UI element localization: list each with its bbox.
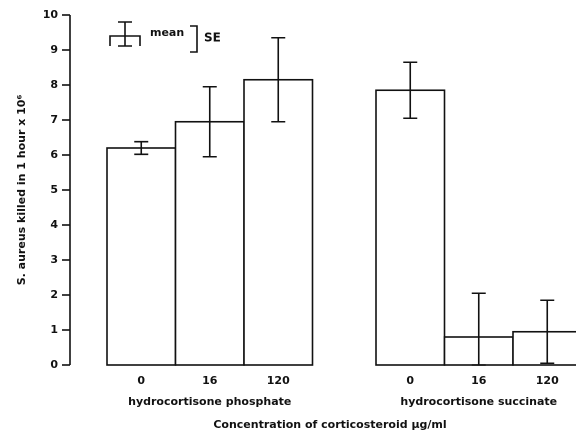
legend-label: SE (204, 31, 221, 45)
bar (174, 120, 245, 366)
x-tick-label: 120 (536, 374, 559, 387)
legend-icon (118, 21, 132, 47)
y-tick-label: 10 (43, 8, 59, 21)
x-tick-label: 120 (267, 374, 290, 387)
error-bar (540, 299, 555, 365)
legend: mean SE (109, 21, 221, 53)
y-tick-label: 7 (50, 113, 58, 126)
bar (375, 89, 446, 366)
group-label: hydrocortisone phosphate (128, 395, 291, 408)
error-bar (271, 36, 286, 123)
legend-label: mean (150, 26, 184, 39)
y-tick-label: 3 (50, 253, 58, 266)
error-bar (403, 61, 418, 120)
x-tick-label: 0 (406, 374, 414, 387)
y-tick-label: 6 (50, 148, 58, 161)
group-label: hydrocortisone succinate (400, 395, 557, 408)
error-bar (471, 292, 486, 366)
error-bar (134, 140, 149, 156)
x-tick-label: 0 (137, 374, 145, 387)
bar (512, 330, 576, 366)
x-tick-label: 16 (202, 374, 218, 387)
y-tick-label: 8 (50, 78, 58, 91)
x-axis-label: Concentration of corticosteroid μg/ml (213, 418, 446, 431)
y-tick-label: 2 (50, 288, 58, 301)
y-axis-label: S. aureus killed in 1 hour x 10⁶ (15, 95, 28, 286)
error-bar (202, 85, 217, 158)
bar (106, 147, 177, 366)
y-tick-label: 4 (50, 218, 58, 231)
y-tick-label: 1 (50, 323, 58, 336)
y-tick-label: 0 (50, 358, 58, 371)
y-tick-label: 5 (50, 183, 58, 196)
legend-icon (190, 25, 198, 53)
x-tick-label: 16 (471, 374, 487, 387)
y-tick-label: 9 (50, 43, 58, 56)
